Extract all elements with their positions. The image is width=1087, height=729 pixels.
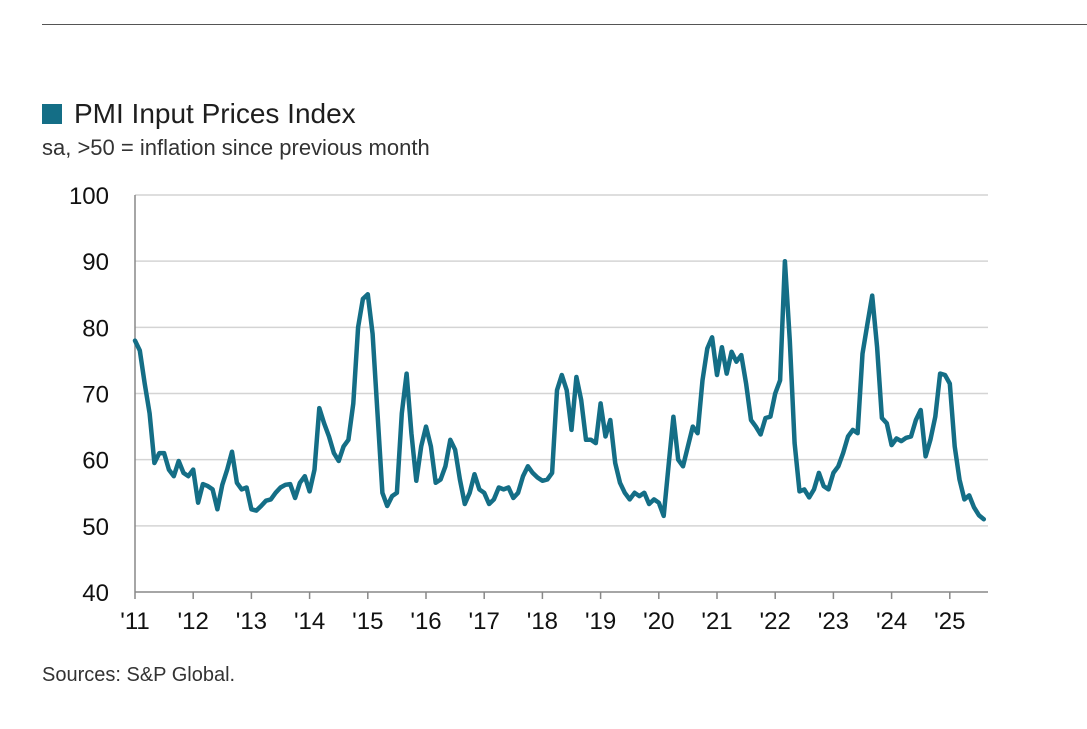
- gridlines: [135, 194, 988, 527]
- x-tick-label: '25: [934, 608, 965, 635]
- legend: PMI Input Prices Index: [42, 98, 356, 130]
- y-axis-ticks: 40 50 60 70 80 90 100: [69, 183, 109, 607]
- x-tick-label: '20: [643, 608, 674, 635]
- x-tick-label: '23: [818, 608, 849, 635]
- y-tick-label: 60: [82, 448, 109, 475]
- x-tick-label: '11: [120, 608, 150, 635]
- x-tick-label: '21: [701, 608, 732, 635]
- series-line-pmi-input-prices: [132, 258, 987, 522]
- x-tick-label: '12: [178, 608, 209, 635]
- x-tick-label: '19: [585, 608, 616, 635]
- y-tick-label: 40: [82, 580, 109, 607]
- x-tick-label: '16: [410, 608, 441, 635]
- axes: [134, 195, 988, 593]
- series-group: [132, 258, 987, 522]
- x-tick-label: '15: [352, 608, 383, 635]
- x-tick-label: '18: [527, 608, 558, 635]
- y-tick-label: 90: [82, 249, 109, 276]
- legend-label: PMI Input Prices Index: [74, 98, 356, 129]
- y-tick-label: 50: [82, 514, 109, 541]
- y-tick-label: 70: [82, 382, 109, 409]
- x-tick-label: '14: [294, 608, 325, 635]
- chart-subtitle: sa, >50 = inflation since previous month: [42, 135, 430, 160]
- x-tick-label: '22: [760, 608, 791, 635]
- x-axis-ticks: '11 '12 '13 '14 '15 '16 '17 '18 '19 '20 '21 '22 '23 '…: [120, 592, 965, 635]
- y-tick-label: 100: [69, 183, 109, 210]
- top-rule: [42, 24, 1087, 25]
- legend-swatch: [42, 104, 62, 124]
- x-tick-label: '13: [236, 608, 267, 635]
- x-tick-label: '17: [469, 608, 500, 635]
- x-tick-label: '24: [876, 608, 907, 635]
- source-note: Sources: S&P Global.: [42, 664, 236, 686]
- y-tick-label: 80: [82, 315, 109, 342]
